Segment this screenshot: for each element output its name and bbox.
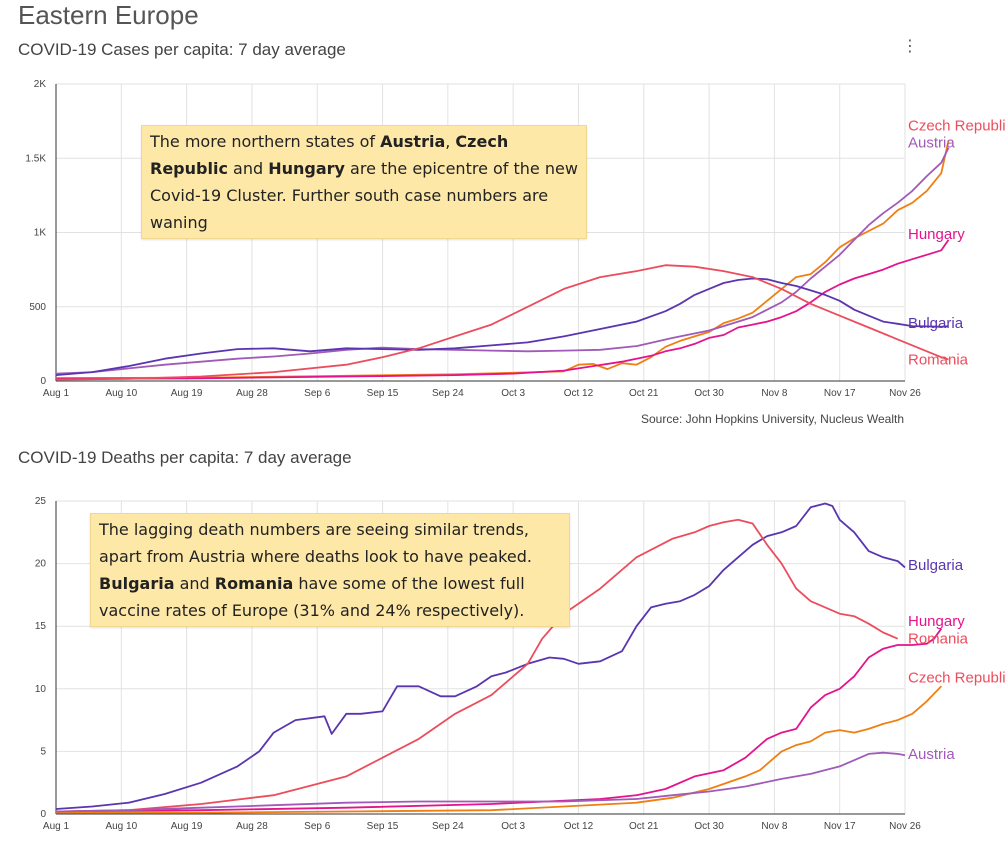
- x-tick-label: Aug 19: [171, 388, 203, 399]
- deaths-annotation-note: The lagging death numbers are seeing sim…: [90, 513, 570, 627]
- x-tick-label: Oct 3: [501, 388, 525, 399]
- y-tick-label: 10: [35, 684, 47, 695]
- note-text: and: [174, 574, 215, 593]
- series-label-romania: Romania: [908, 631, 969, 648]
- y-tick-label: 15: [35, 621, 47, 632]
- x-tick-label: Nov 17: [824, 388, 856, 399]
- series-line-hungary: [55, 239, 950, 380]
- x-tick-label: Aug 28: [236, 388, 268, 399]
- x-tick-label: Aug 28: [236, 821, 268, 832]
- series-label-bulgaria: Bulgaria: [908, 315, 964, 332]
- series-line-bulgaria: [55, 502, 906, 810]
- x-tick-label: Nov 8: [761, 388, 788, 399]
- x-tick-label: Aug 1: [43, 388, 70, 399]
- x-tick-label: Nov 17: [824, 821, 856, 832]
- x-tick-label: Oct 30: [694, 821, 724, 832]
- y-tick-label: 0: [40, 376, 46, 387]
- x-tick-label: Oct 12: [564, 388, 594, 399]
- series-line-czech-republic: [56, 685, 942, 814]
- series-line-romania: [55, 518, 899, 813]
- x-tick-label: Oct 30: [694, 388, 724, 399]
- note-text: and: [227, 159, 269, 178]
- cases-chart-title: COVID-19 Cases per capita: 7 day average: [18, 40, 346, 59]
- source-note: Source: John Hopkins University, Nucleus…: [640, 412, 904, 426]
- x-tick-label: Aug 10: [105, 388, 137, 399]
- series-label-romania: Romania: [908, 351, 969, 368]
- y-tick-label: 5: [40, 746, 46, 757]
- x-tick-label: Aug 19: [171, 821, 203, 832]
- note-text: have some of the lowest full vaccine rat…: [99, 574, 525, 620]
- x-tick-label: Aug 10: [105, 821, 137, 832]
- x-tick-label: Sep 24: [432, 388, 464, 399]
- series-line-romania: [55, 264, 949, 381]
- series-line-bulgaria: [55, 277, 949, 376]
- note-emphasis: Romania: [214, 574, 294, 593]
- y-tick-label: 20: [35, 559, 47, 570]
- x-tick-label: Nov 26: [889, 821, 921, 832]
- x-tick-label: Oct 21: [629, 388, 659, 399]
- y-tick-label: 1K: [34, 228, 47, 239]
- x-tick-label: Oct 3: [501, 821, 525, 832]
- series-label-austria: Austria: [908, 135, 955, 152]
- series-line-austria: [55, 147, 950, 375]
- x-tick-label: Nov 26: [889, 388, 921, 399]
- note-text: The more northern states of: [150, 132, 381, 151]
- y-tick-label: 0: [40, 809, 46, 820]
- deaths-chart-title: COVID-19 Deaths per capita: 7 day averag…: [18, 448, 352, 467]
- note-emphasis: Austria: [380, 132, 446, 151]
- series-line-austria: [55, 751, 906, 813]
- y-tick-label: 25: [35, 496, 47, 507]
- note-text: ,: [445, 132, 456, 151]
- page-title: Eastern Europe: [18, 0, 199, 30]
- x-tick-label: Nov 8: [761, 821, 788, 832]
- x-tick-label: Sep 15: [367, 821, 399, 832]
- x-tick-label: Oct 21: [629, 821, 659, 832]
- series-label-hungary: Hungary: [908, 226, 965, 243]
- more-vertical-icon[interactable]: ⋮: [902, 38, 918, 55]
- cases-chart: Aug 1 Aug 10 Aug 19 Aug 28 Sep 6 Sep 15 Sep 24…: [25, 79, 1006, 399]
- note-emphasis: Czech Republic: [150, 132, 509, 178]
- note-text: The lagging death numbers are seeing sim…: [99, 520, 532, 566]
- cases-annotation-note: The more northern states of Austria, Cze…: [141, 125, 587, 239]
- x-tick-label: Sep 6: [304, 821, 331, 832]
- y-tick-label: 2K: [34, 79, 47, 90]
- x-tick-label: Sep 24: [432, 821, 464, 832]
- series-label-czech-republic: Czech Republic: [908, 670, 1006, 687]
- series-label-czech-republic: Czech Republic: [908, 118, 1006, 135]
- note-text: are the epicentre of the new Covid-19 Cl…: [150, 159, 578, 232]
- series-label-austria: Austria: [908, 746, 955, 763]
- y-tick-label: 500: [29, 302, 46, 313]
- note-emphasis: Hungary: [268, 159, 345, 178]
- x-tick-label: Sep 15: [367, 388, 399, 399]
- note-emphasis: Bulgaria: [99, 574, 175, 593]
- x-tick-label: Oct 12: [564, 821, 594, 832]
- series-label-bulgaria: Bulgaria: [908, 557, 964, 574]
- y-tick-label: 1.5K: [25, 153, 46, 164]
- x-tick-label: Aug 1: [43, 821, 70, 832]
- series-label-hungary: Hungary: [908, 613, 965, 630]
- x-tick-label: Sep 6: [304, 388, 331, 399]
- series-line-hungary: [55, 628, 943, 813]
